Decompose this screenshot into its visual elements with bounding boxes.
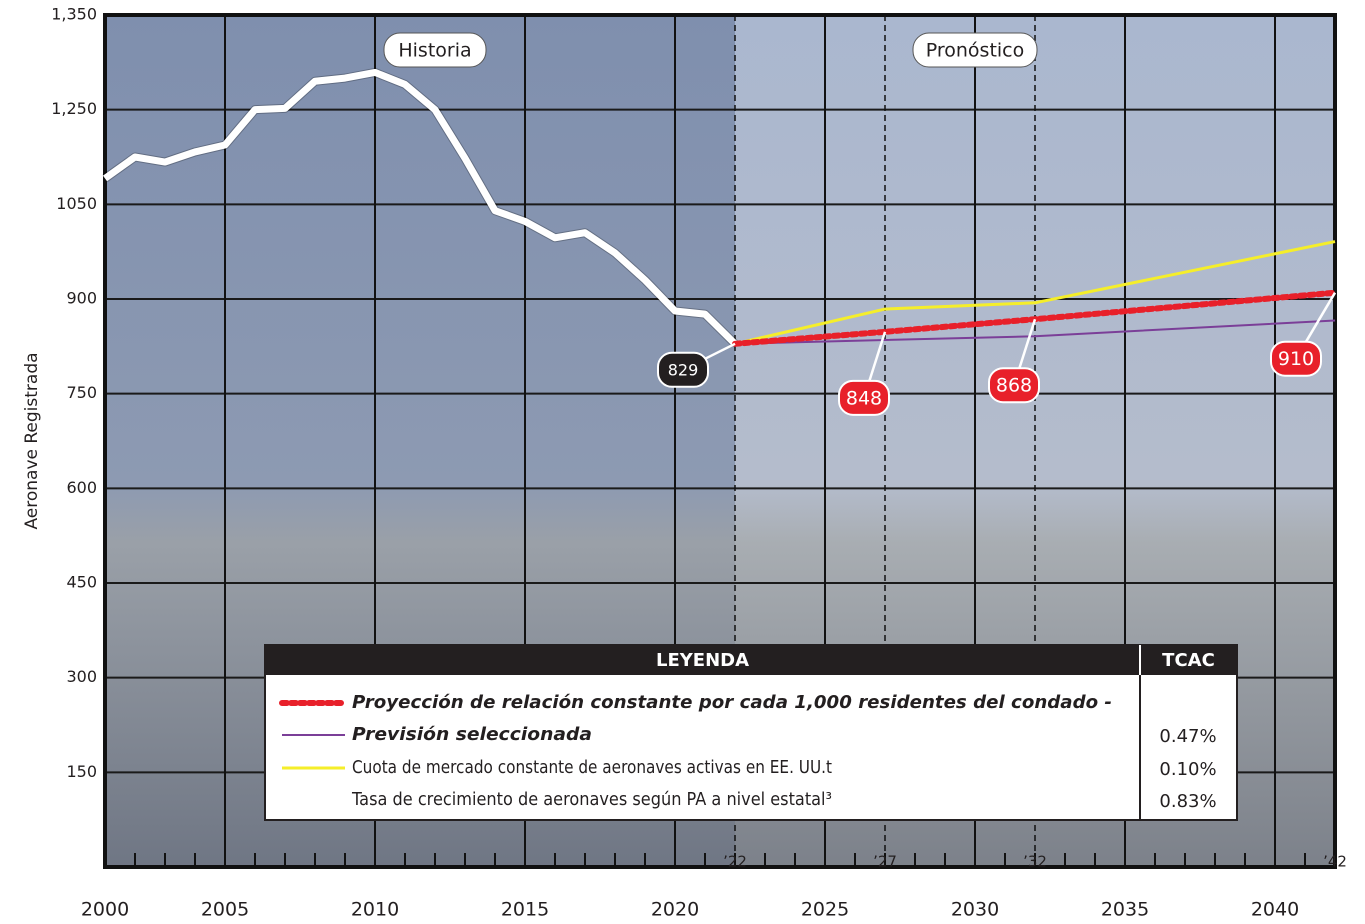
- forecast-line: [732, 289, 1338, 347]
- legend-rate: 0.47%: [1159, 726, 1216, 747]
- legend-header: [265, 645, 1237, 675]
- x-tick-label: 2005: [201, 899, 249, 921]
- plot-frame: [103, 13, 1337, 869]
- legend-title: LEYENDA: [656, 650, 749, 671]
- x-tick-label: 2015: [501, 899, 549, 921]
- y-tick-label: 1,250: [51, 99, 97, 118]
- x-tick-label: ’22: [723, 853, 747, 871]
- history-line: [102, 68, 738, 347]
- legend-label: Previsión seleccionada: [352, 724, 592, 745]
- y-tick-label: 1050: [56, 194, 97, 213]
- x-tick-label: 2020: [651, 899, 699, 921]
- x-tick-label: ’27: [873, 853, 897, 871]
- legend-rate: 0.10%: [1159, 759, 1216, 780]
- x-tick-label: 2000: [81, 899, 129, 921]
- label-bubble: [1270, 340, 1322, 377]
- y-tick-label: 900: [66, 289, 97, 308]
- x-tick-label: 2040: [1251, 899, 1299, 921]
- y-tick-label: 750: [66, 383, 97, 402]
- y-axis-label: Aeronave Registrada: [22, 352, 42, 529]
- forecast-line: [734, 240, 1336, 346]
- legend-label: Tasa de crecimiento de aeronaves según P…: [351, 789, 832, 810]
- legend-rate: 0.83%: [1159, 791, 1216, 812]
- data-label: 868: [996, 375, 1032, 397]
- data-label: 829: [668, 360, 699, 379]
- annotation-box: [383, 32, 487, 68]
- data-label: 910: [1278, 348, 1314, 370]
- y-tick-label: 600: [66, 478, 97, 497]
- y-tick-label: 300: [66, 667, 97, 686]
- legend-label: Proyección de relación constante por cad…: [352, 692, 1112, 713]
- x-tick-label: 2010: [351, 899, 399, 921]
- forecast-line: [734, 319, 1336, 345]
- x-tick-label: 2025: [801, 899, 849, 921]
- x-tick-label: ’42: [1323, 853, 1347, 871]
- label-bubble: [657, 351, 709, 388]
- y-tick-label: 1,350: [51, 5, 97, 24]
- y-tick-label: 150: [66, 762, 97, 781]
- data-label: 848: [846, 387, 882, 409]
- x-tick-label: 2030: [951, 899, 999, 921]
- legend-label: Cuota de mercado constante de aeronaves …: [352, 757, 832, 778]
- label-bubble: [838, 379, 890, 416]
- x-tick-label: ’32: [1023, 853, 1047, 871]
- label-bubble: [988, 367, 1040, 404]
- x-tick-label: 2035: [1101, 899, 1149, 921]
- annotation: Historia: [398, 40, 471, 62]
- legend-rate-header: TCAC: [1162, 650, 1215, 671]
- annotation-box: [912, 32, 1038, 68]
- y-tick-label: 450: [66, 573, 97, 592]
- annotation: Pronóstico: [926, 40, 1025, 62]
